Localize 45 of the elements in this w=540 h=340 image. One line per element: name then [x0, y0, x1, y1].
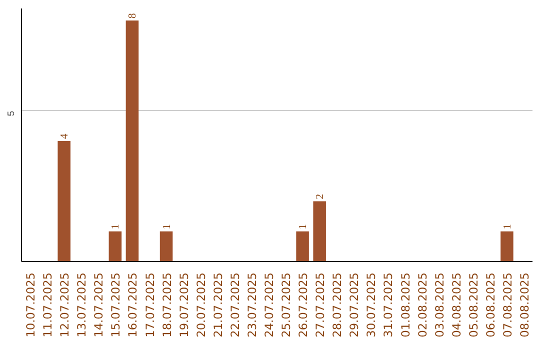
- x-tick-label: 23.07.2025: [244, 272, 259, 338]
- x-tick-label: 26.07.2025: [296, 272, 310, 338]
- x-tick-label: 15.07.2025: [108, 272, 123, 338]
- x-tick-label: 10.07.2025: [24, 272, 38, 338]
- x-tick-label: 11.07.2025: [40, 272, 55, 338]
- x-tick-label: 13.07.2025: [74, 272, 89, 338]
- x-tick-label: 04.08.2025: [449, 272, 464, 338]
- x-tick-label: 05.08.2025: [466, 272, 480, 338]
- x-tick-label: 06.08.2025: [483, 272, 498, 338]
- x-tick-label: 01.08.2025: [398, 272, 412, 338]
- data-label: 1: [162, 224, 173, 230]
- bar: [126, 20, 139, 262]
- x-tick-label: 30.07.2025: [364, 272, 378, 338]
- bar: [296, 231, 309, 262]
- data-label: 1: [298, 224, 310, 230]
- x-tick-label: 08.08.2025: [517, 272, 532, 338]
- x-tick-label: 24.07.2025: [262, 272, 276, 338]
- x-tick-label: 16.07.2025: [126, 272, 140, 338]
- x-tick-label: 02.08.2025: [415, 272, 430, 338]
- x-tick-label: 25.07.2025: [279, 272, 294, 338]
- data-label: 4: [60, 133, 71, 140]
- bar: [500, 231, 514, 262]
- x-tick-label: 18.07.2025: [160, 272, 174, 338]
- x-tick-label: 03.08.2025: [432, 272, 446, 338]
- x-tick-label: 07.08.2025: [500, 272, 514, 338]
- x-tick-label: 12.07.2025: [58, 272, 72, 338]
- x-tick-label: 17.07.2025: [142, 272, 157, 338]
- x-tick-label: 29.07.2025: [347, 272, 362, 338]
- data-label: 8: [128, 13, 139, 19]
- x-tick-label: 20.07.2025: [194, 272, 208, 338]
- bar: [313, 201, 326, 262]
- data-label: 1: [502, 224, 514, 230]
- bar: [108, 231, 122, 262]
- data-label: 2: [315, 194, 326, 200]
- x-tick-label: 28.07.2025: [330, 272, 344, 338]
- y-tick-label: 5: [6, 110, 16, 116]
- x-tick-label: 31.07.2025: [381, 272, 396, 338]
- x-tick-label: 19.07.2025: [176, 272, 191, 338]
- x-tick-label: 27.07.2025: [313, 272, 328, 338]
- x-tick-label: 22.07.2025: [228, 272, 242, 338]
- x-tick-label: 14.07.2025: [92, 272, 106, 338]
- bar: [160, 231, 173, 262]
- bar: [58, 141, 70, 262]
- data-label: 1: [110, 224, 122, 230]
- x-tick-label: 21.07.2025: [210, 272, 225, 338]
